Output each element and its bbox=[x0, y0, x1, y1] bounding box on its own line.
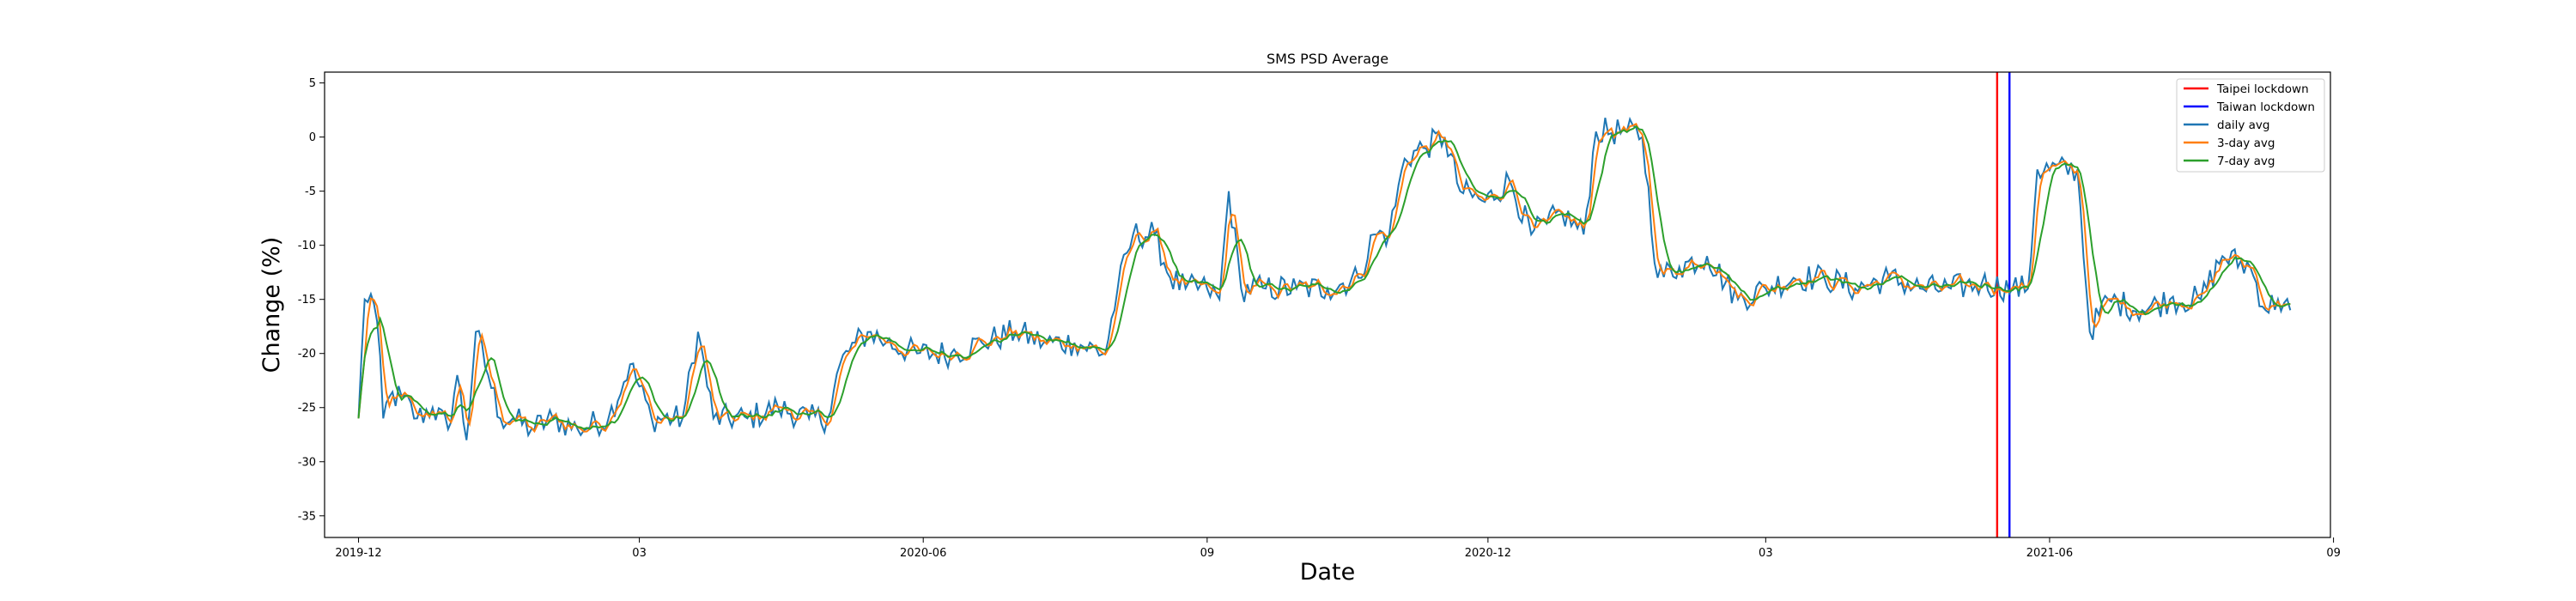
series-layer bbox=[357, 116, 2292, 440]
legend: Taipei lockdown Taiwan lockdown daily av… bbox=[2176, 78, 2325, 173]
x-axis-title: Date bbox=[1300, 559, 1356, 586]
series-7-day-avg bbox=[357, 124, 2291, 430]
y-tick-label: -5 bbox=[305, 185, 316, 198]
x-tick-label: 2020-06 bbox=[900, 547, 946, 560]
lockdown-lines bbox=[1996, 72, 2011, 537]
x-tick-label: 2020-12 bbox=[1465, 547, 1511, 560]
legend-label-7-day-avg: 7-day avg bbox=[2217, 155, 2275, 168]
plot-frame bbox=[324, 71, 2331, 538]
legend-label-daily-avg: daily avg bbox=[2217, 118, 2269, 132]
y-tick-label: -15 bbox=[298, 294, 316, 307]
legend-label-taipei-lockdown: Taipei lockdown bbox=[2216, 82, 2309, 96]
y-axis-title: Change (%) bbox=[258, 237, 285, 373]
x-tick-label: 2019-12 bbox=[335, 547, 381, 560]
x-tick-label: 03 bbox=[1759, 547, 1773, 560]
y-tick-label: -30 bbox=[298, 456, 316, 469]
legend-label-3-day-avg: 3-day avg bbox=[2217, 137, 2275, 150]
series-3-day-avg bbox=[357, 123, 2291, 434]
x-tick-label: 2021-06 bbox=[2026, 547, 2073, 560]
y-tick-label: 0 bbox=[309, 131, 316, 144]
legend-label-taiwan-lockdown: Taiwan lockdown bbox=[2216, 100, 2315, 114]
y-axis: 5 0 -5 -10 -15 -20 -25 -30 -35 bbox=[298, 77, 325, 523]
y-tick-label: 5 bbox=[309, 77, 316, 90]
y-tick-label: -25 bbox=[298, 402, 316, 415]
x-tick-label: 09 bbox=[1200, 547, 1215, 560]
y-tick-label: -10 bbox=[298, 240, 316, 252]
x-axis: 2019-12 03 2020-06 09 2020-12 03 2021-06 09 bbox=[335, 537, 2341, 560]
x-tick-label: 09 bbox=[2326, 547, 2341, 560]
y-tick-label: -35 bbox=[298, 510, 316, 523]
chart-title: SMS PSD Average bbox=[1267, 51, 1388, 67]
legend-box bbox=[2176, 78, 2325, 173]
series-daily-avg bbox=[357, 116, 2292, 440]
x-tick-label: 03 bbox=[632, 547, 647, 560]
y-tick-label: -20 bbox=[298, 348, 316, 361]
